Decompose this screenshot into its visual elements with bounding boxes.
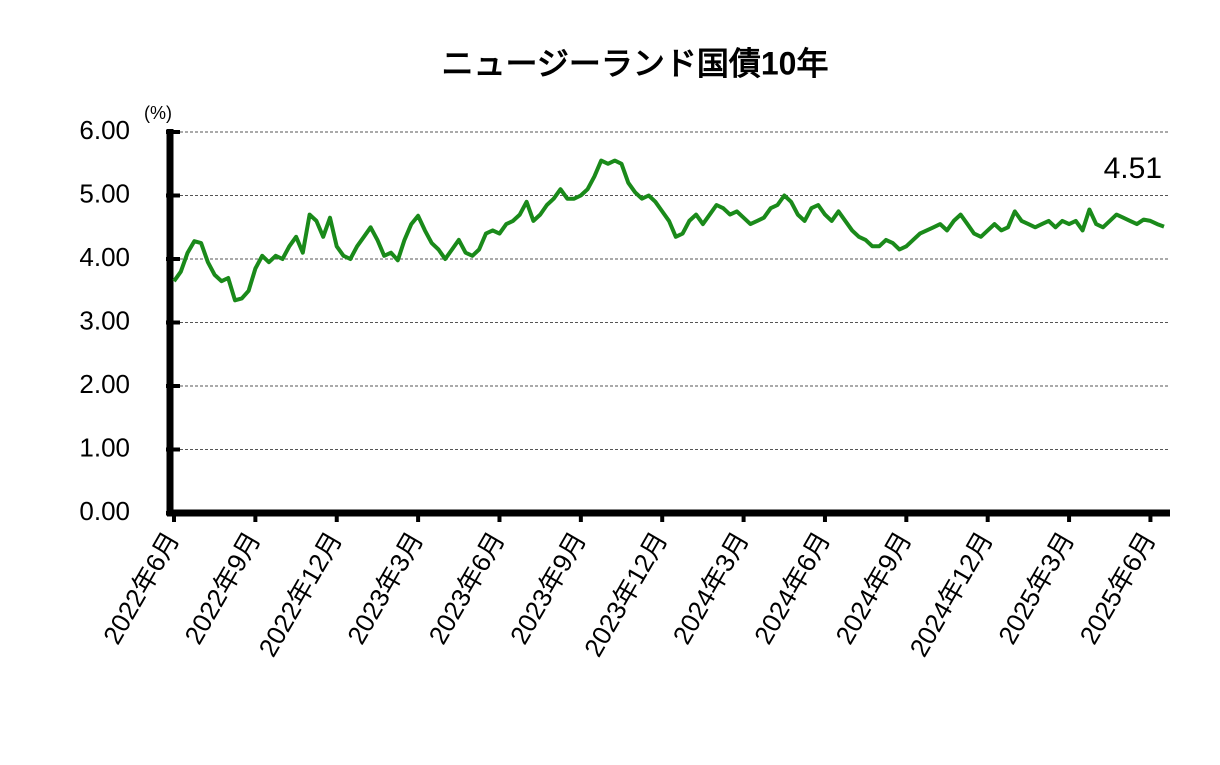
x-tick-label: 2022年12月 (253, 526, 348, 661)
x-tick-label: 2022年6月 (97, 526, 185, 649)
y-tick-label: 4.00 (79, 242, 130, 272)
x-tick-label: 2025年3月 (992, 526, 1080, 649)
y-tick-label: 1.00 (79, 432, 130, 462)
x-tick-label: 2023年6月 (422, 526, 510, 649)
x-tick-label: 2024年9月 (829, 526, 917, 649)
x-tick-label: 2023年12月 (578, 526, 673, 661)
data-line (172, 158, 1165, 303)
y-tick-label: 5.00 (79, 178, 130, 208)
x-tick-label: 2023年9月 (504, 526, 592, 649)
x-tick-label: 2022年9月 (178, 526, 266, 649)
x-tick-label: 2024年6月 (748, 526, 836, 649)
unit-label: (%) (144, 103, 172, 123)
x-tick-label: 2025年6月 (1073, 526, 1161, 649)
chart-title: ニュージーランド国債10年 (442, 45, 829, 81)
x-tick-label: 2024年3月 (667, 526, 755, 649)
annotation: 4.51 (1104, 152, 1162, 185)
y-tick-label: 6.00 (79, 115, 130, 145)
y-tick-label: 0.00 (79, 496, 130, 526)
y-tick-label: 2.00 (79, 369, 130, 399)
y-tick-label: 3.00 (79, 305, 130, 335)
x-tick-label: 2023年3月 (341, 526, 429, 649)
x-tick-label: 2024年12月 (903, 526, 998, 661)
